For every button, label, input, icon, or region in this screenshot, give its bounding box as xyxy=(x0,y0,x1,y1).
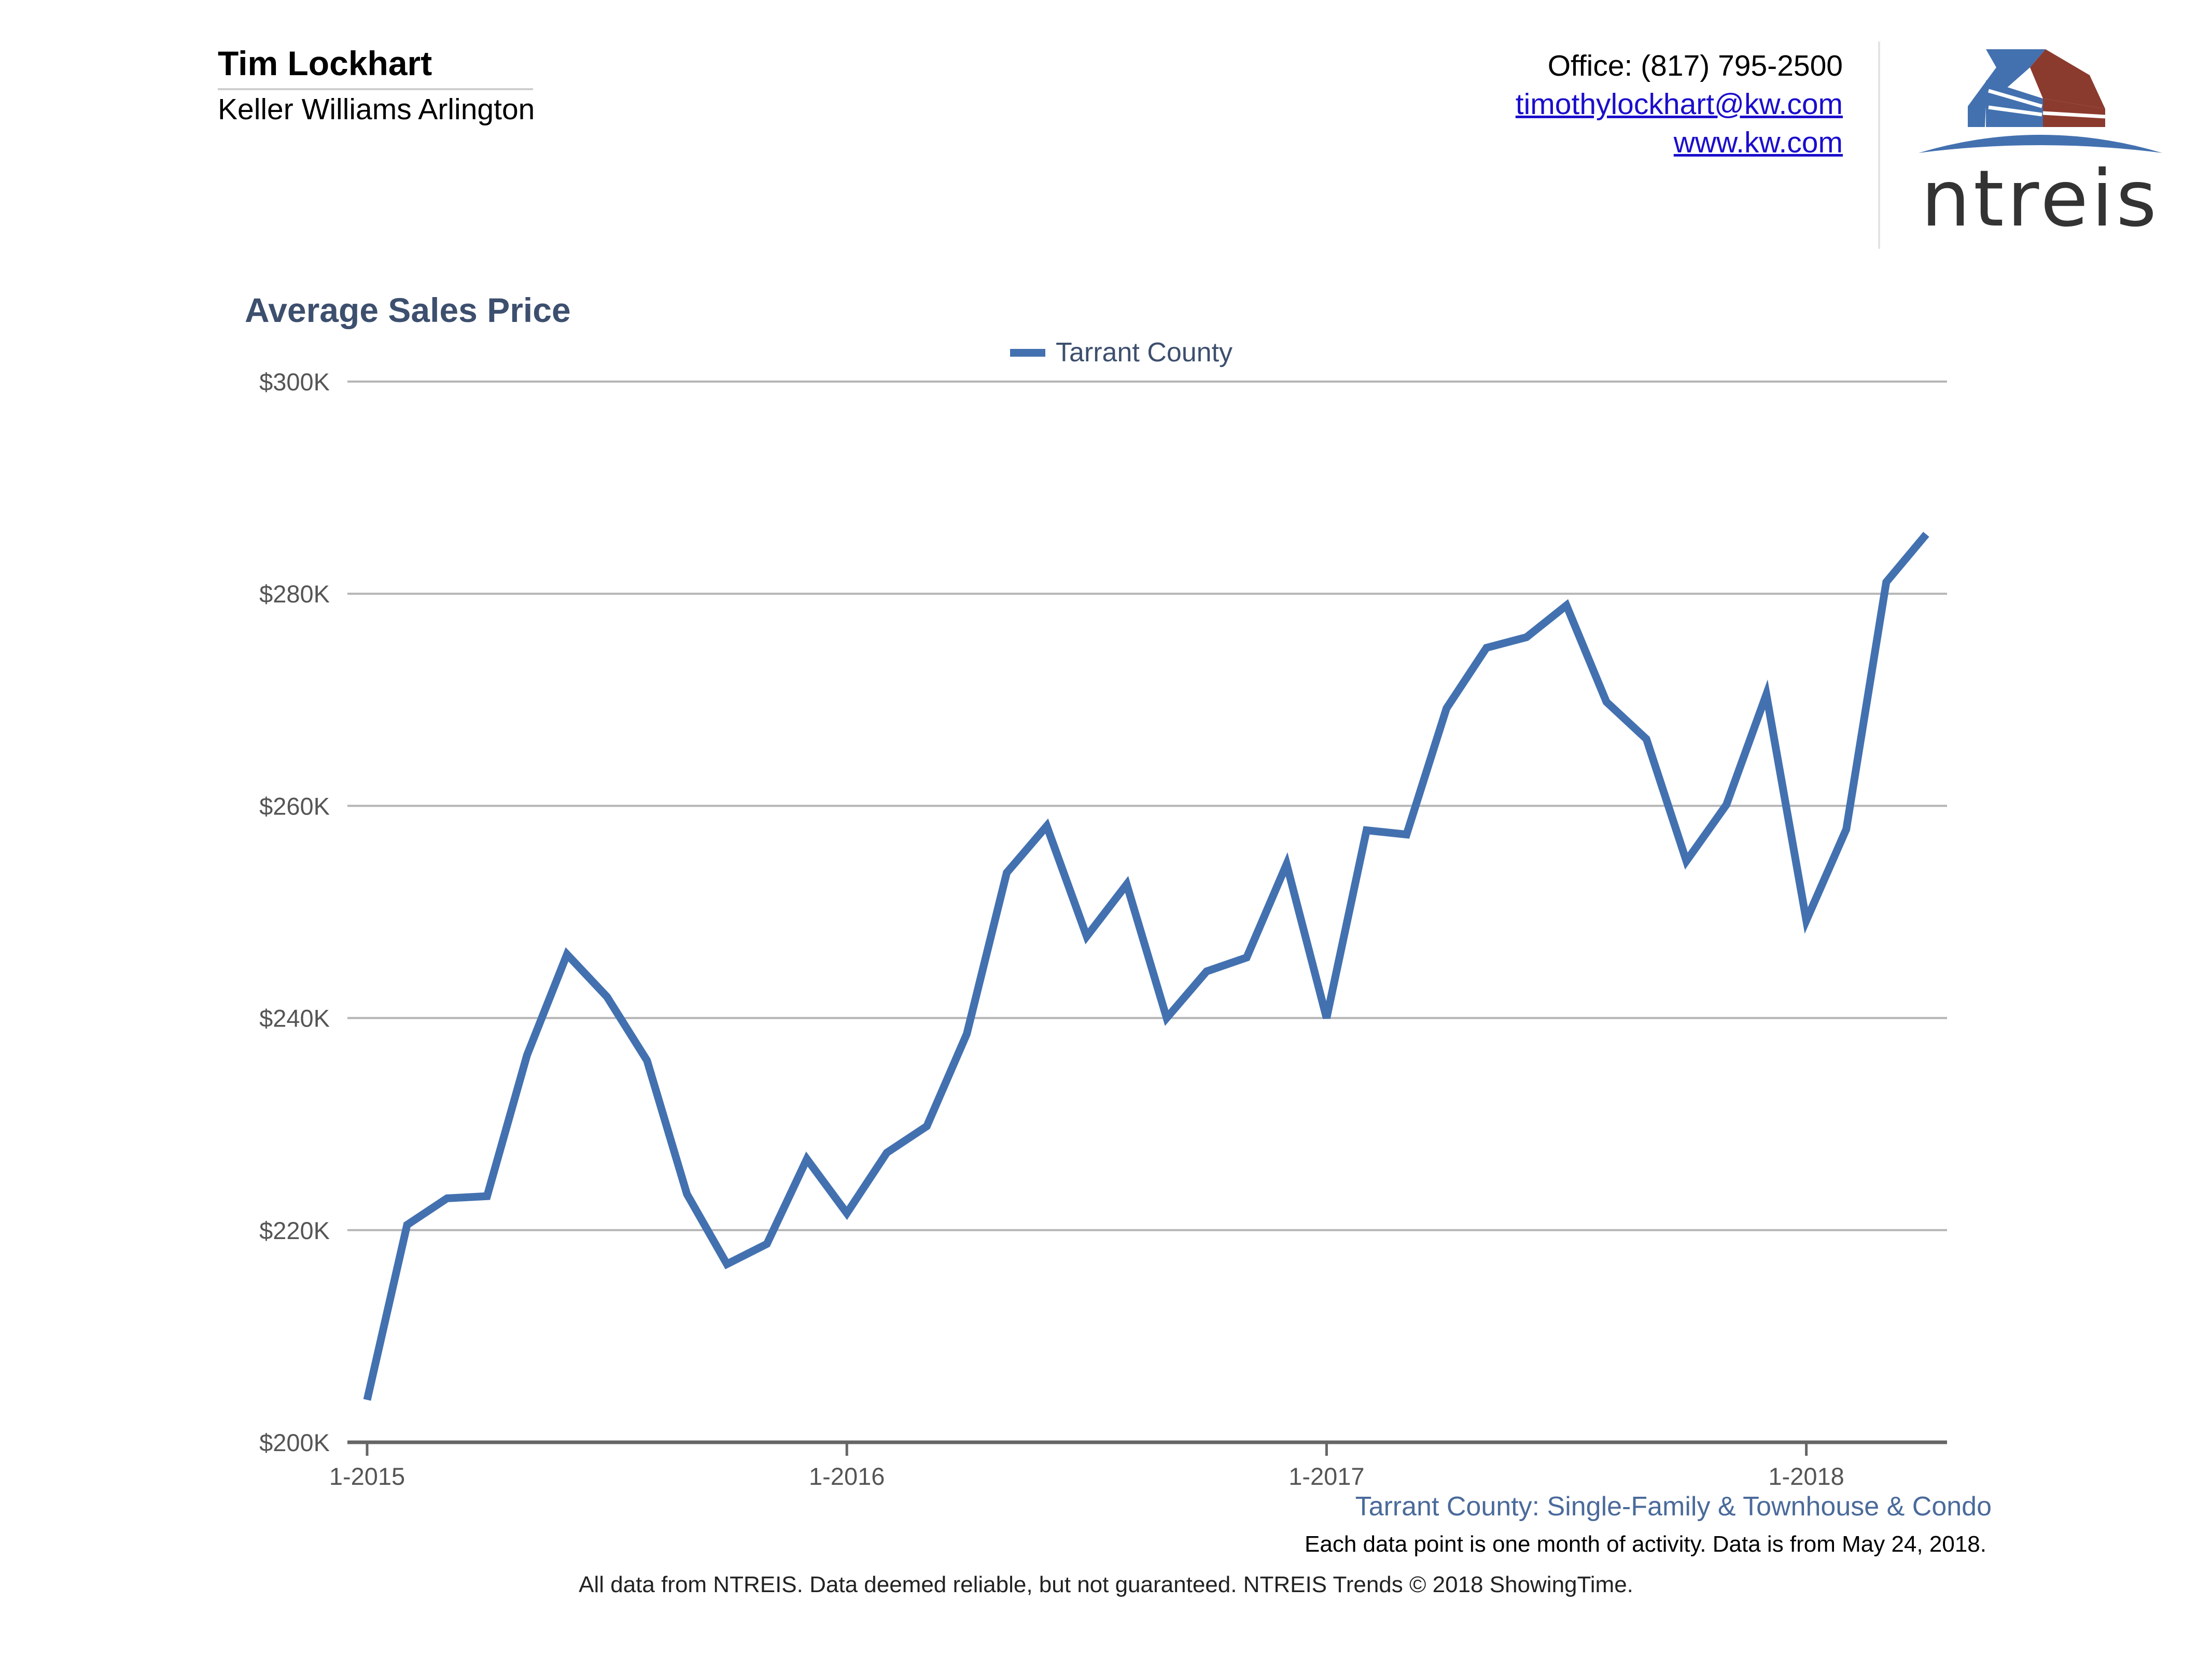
y-axis-ticks: $200K $220K $240K $260K $280K $300K xyxy=(259,368,330,1456)
x-tick-label: 1-2015 xyxy=(329,1463,405,1490)
x-axis-ticks: 1-2015 1-2016 1-2017 1-2018 xyxy=(329,1442,1844,1490)
y-tick-label: $220K xyxy=(259,1217,330,1244)
legend-swatch-tarrant-county xyxy=(1010,348,1045,357)
grid-lines xyxy=(347,381,1947,1444)
y-tick-label: $280K xyxy=(259,580,330,608)
agent-company: Keller Williams Arlington xyxy=(218,93,535,126)
x-tick-label: 1-2016 xyxy=(809,1463,885,1490)
logo-text: ntreis xyxy=(1921,154,2160,236)
email-link[interactable]: timothylockhart@kw.com xyxy=(1515,88,1843,121)
y-tick-label: $260K xyxy=(259,792,330,820)
office-phone: Office: (817) 795-2500 xyxy=(1547,49,1843,82)
data-note: Each data point is one month of activity… xyxy=(1305,1531,1986,1557)
header-divider xyxy=(1878,41,1880,249)
agent-divider xyxy=(218,88,533,90)
agent-name: Tim Lockhart xyxy=(218,44,432,82)
series-lines xyxy=(363,531,1929,1401)
ntreis-logo: ntreis xyxy=(1919,49,2162,236)
website-link[interactable]: www.kw.com xyxy=(1673,126,1843,159)
series-line-tarrant-county xyxy=(363,531,1929,1401)
y-tick-label: $300K xyxy=(259,368,330,396)
y-tick-label: $240K xyxy=(259,1005,330,1032)
disclaimer: All data from NTREIS. Data deemed reliab… xyxy=(579,1572,1633,1597)
contact-block: Office: (817) 795-2500 timothylockhart@k… xyxy=(1516,47,1843,162)
legend-label-tarrant-county: Tarrant County xyxy=(1056,338,1233,368)
building-roof-logo-icon xyxy=(1919,49,2162,153)
chart-caption: Tarrant County: Single-Family & Townhous… xyxy=(1355,1492,1992,1522)
chart-legend: Tarrant County xyxy=(1010,337,1233,368)
y-tick-label: $200K xyxy=(259,1429,330,1456)
chart-title: Average Sales Price xyxy=(245,291,571,329)
x-tick-label: 1-2018 xyxy=(1768,1463,1844,1490)
x-tick-label: 1-2017 xyxy=(1289,1463,1364,1490)
